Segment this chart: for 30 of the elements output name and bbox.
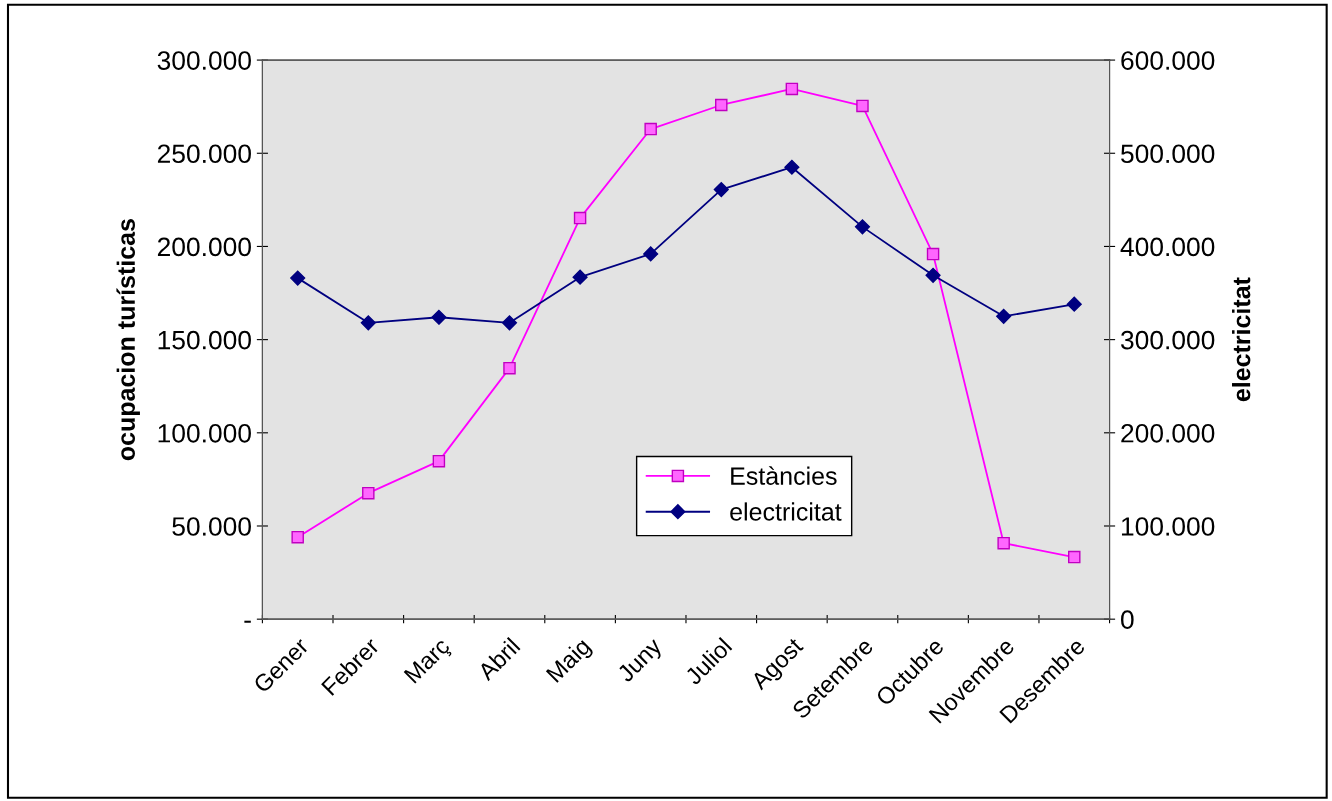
y2-tick-label: 600.000 <box>1121 51 1215 70</box>
point <box>854 219 871 235</box>
y-axis-title: ocupacion turísticas <box>116 219 140 461</box>
y-tick-label: 250.000 <box>157 144 251 164</box>
point <box>996 308 1012 324</box>
y-tick-label: 200.000 <box>157 237 251 257</box>
point <box>572 269 588 285</box>
y2-tick-label: 200.000 <box>1121 423 1215 443</box>
point <box>925 267 941 283</box>
y2-tick-label: 400.000 <box>1120 237 1215 257</box>
point <box>360 315 376 331</box>
y2-tick-label: 300.000 <box>1120 330 1215 350</box>
point <box>784 159 800 175</box>
point <box>643 246 659 262</box>
y-tick-label: 100.000 <box>158 423 251 443</box>
y2-tick-label: 500.000 <box>1121 144 1215 164</box>
y-tick-label: 150.000 <box>158 330 251 350</box>
point <box>1066 296 1082 312</box>
point <box>713 182 729 198</box>
point <box>431 309 447 325</box>
y-tick-label: - <box>244 620 251 623</box>
point <box>290 270 306 286</box>
legend-label: electricitat <box>730 502 842 521</box>
point <box>501 315 518 331</box>
legend-label: Estàncies <box>731 466 837 485</box>
y2-axis-title: electricitat <box>1232 277 1251 402</box>
y-tick-label: 50.000 <box>172 517 251 536</box>
y-tick-label: 300.000 <box>157 51 251 70</box>
y2-tick-label: 0 <box>1121 610 1134 629</box>
y2-tick-label: 100.000 <box>1121 517 1215 536</box>
